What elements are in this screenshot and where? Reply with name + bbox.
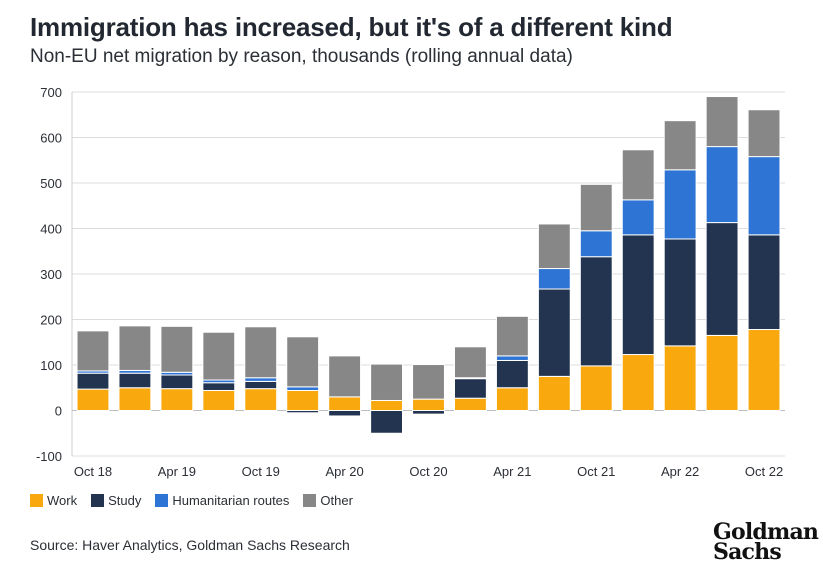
bar-humanitarian-routes xyxy=(579,230,613,258)
bar-work xyxy=(328,396,362,412)
bar-other xyxy=(621,149,655,201)
bar-work xyxy=(286,389,320,412)
bar-study xyxy=(747,234,781,331)
stacked-bar-chart: -100 0 100 200 300 400 500 600 700 Oct 18 Apr 19 Oc… xyxy=(36,85,785,479)
bar-work xyxy=(705,334,739,411)
bar-humanitarian-routes xyxy=(286,386,320,391)
bar-work xyxy=(76,388,110,411)
bar-other xyxy=(495,315,529,357)
bar-humanitarian-routes xyxy=(537,268,571,290)
bar-other xyxy=(537,223,571,270)
bar-study xyxy=(537,288,571,377)
bar-humanitarian-routes xyxy=(747,156,781,236)
bar-study xyxy=(118,372,152,389)
y-tick-label: 0 xyxy=(55,404,62,419)
bar-work xyxy=(202,389,236,412)
y-tick-label: 700 xyxy=(40,85,62,100)
x-tick-label: Apr 19 xyxy=(158,464,196,479)
bar-other xyxy=(160,325,194,373)
bar-study xyxy=(705,222,739,336)
legend-label-work: Work xyxy=(47,493,78,508)
x-tick-label: Oct 21 xyxy=(577,464,615,479)
legend-swatch-study xyxy=(91,494,105,507)
y-tick-label: 600 xyxy=(40,131,62,146)
bar-study xyxy=(286,410,320,414)
y-tick-label: 300 xyxy=(40,267,62,282)
bar-study xyxy=(370,410,403,434)
y-tick-label: 400 xyxy=(40,222,62,237)
bar-other xyxy=(76,330,110,372)
bar-other xyxy=(202,331,236,381)
bar-other xyxy=(244,326,278,379)
y-tick-label: 500 xyxy=(40,176,62,191)
chart-title: Immigration has increased, but it's of a… xyxy=(30,12,673,42)
bar-study xyxy=(663,238,697,347)
bar-humanitarian-routes xyxy=(495,355,529,361)
bar-work xyxy=(495,387,529,411)
bar-other xyxy=(454,346,487,379)
source-note: Source: Haver Analytics, Goldman Sachs R… xyxy=(30,537,350,553)
legend-swatch-work xyxy=(30,494,43,507)
bar-work xyxy=(370,399,403,411)
bar-work xyxy=(537,375,571,411)
bar-study xyxy=(202,382,236,391)
x-tick-label: Apr 20 xyxy=(325,464,363,479)
bar-humanitarian-routes xyxy=(663,169,697,240)
legend-label-study: Study xyxy=(108,493,142,508)
bar-work xyxy=(160,388,194,412)
bar-study xyxy=(328,410,362,417)
y-tick-label: 200 xyxy=(40,313,62,328)
legend-item-humanitarian: Humanitarian routes xyxy=(155,493,289,508)
x-tick-label: Apr 21 xyxy=(493,464,531,479)
bar-study xyxy=(621,234,655,356)
legend-label-other: Other xyxy=(320,493,353,508)
x-tick-label: Apr 22 xyxy=(661,464,699,479)
x-tick-label: Oct 18 xyxy=(74,464,112,479)
x-tick-label: Oct 20 xyxy=(409,464,447,479)
bar-other xyxy=(412,364,445,400)
bar-other xyxy=(747,109,781,158)
bar-study xyxy=(454,378,487,399)
legend-label-humanitarian: Humanitarian routes xyxy=(172,493,290,508)
bar-work xyxy=(621,354,655,412)
chart-subtitle: Non-EU net migration by reason, thousand… xyxy=(30,46,573,67)
bar-work xyxy=(579,365,613,412)
bar-other xyxy=(705,96,739,148)
x-tick-label: Oct 19 xyxy=(242,464,280,479)
legend-swatch-other xyxy=(303,494,317,507)
bar-humanitarian-routes xyxy=(621,199,655,236)
legend: Work Study Humanitarian routes Other xyxy=(30,493,353,508)
bar-work xyxy=(663,345,697,412)
bar-other xyxy=(328,355,362,398)
logo-line-1: Goldman xyxy=(713,519,819,545)
bar-work xyxy=(244,388,278,412)
bar-study xyxy=(244,380,278,390)
bar-study xyxy=(579,256,613,367)
bar-other xyxy=(118,325,152,371)
bar-work xyxy=(118,387,152,411)
bar-other xyxy=(286,336,320,388)
legend-item-study: Study xyxy=(91,493,141,508)
x-tick-label: Oct 22 xyxy=(745,464,783,479)
legend-swatch-humanitarian xyxy=(155,494,169,507)
bar-humanitarian-routes xyxy=(244,377,278,382)
bar-other xyxy=(663,120,697,171)
bar-work xyxy=(412,398,445,411)
y-tick-label: -100 xyxy=(36,449,62,464)
bar-humanitarian-routes xyxy=(705,146,739,224)
goldman-sachs-logo: Goldman Sachs xyxy=(713,519,819,565)
legend-item-other: Other xyxy=(303,493,353,508)
y-tick-label: 100 xyxy=(40,358,62,373)
bar-other xyxy=(370,363,403,401)
bar-work xyxy=(747,329,781,412)
bar-study xyxy=(160,374,194,390)
logo-line-2: Sachs xyxy=(713,539,782,565)
bar-work xyxy=(454,397,487,411)
bar-study xyxy=(495,359,529,389)
bar-other xyxy=(579,183,613,232)
bar-study xyxy=(76,372,110,390)
bar-study xyxy=(412,410,445,415)
legend-item-work: Work xyxy=(30,493,77,508)
